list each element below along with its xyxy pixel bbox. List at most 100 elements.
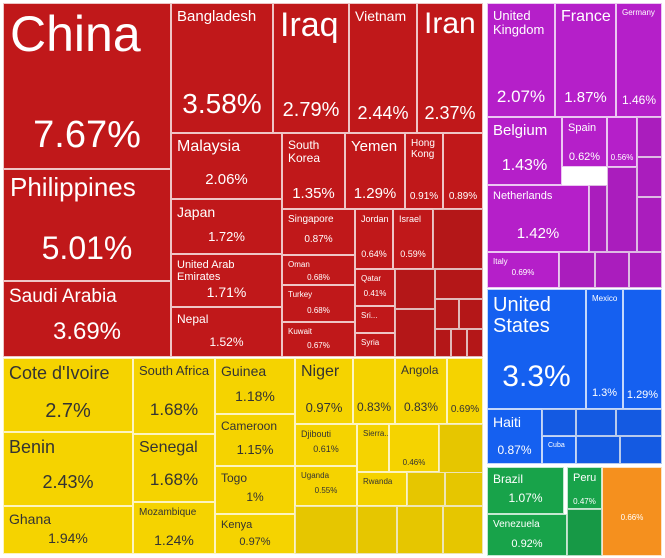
tile-label: Guinea (221, 363, 267, 379)
treemap-tile-united-arab-emirates[interactable]: United Arab Emirates 1.71% (171, 254, 282, 307)
tile-label: Italy (493, 257, 508, 266)
tile-value: 7.67% (33, 114, 141, 156)
treemap-tile-japan[interactable]: Japan 1.72% (171, 199, 282, 254)
treemap-tile-jordan[interactable]: Jordan 0.64% (355, 209, 393, 269)
treemap-tile-nepal[interactable]: Nepal 1.52% (171, 307, 282, 357)
treemap-tile-netherlands[interactable]: Netherlands 1.42% (487, 185, 589, 252)
tile-label: Yemen (351, 138, 398, 155)
treemap-tile-minor-africa-10 (407, 472, 445, 506)
treemap-tile-djibouti[interactable]: Djibouti 0.61% (295, 424, 357, 466)
treemap-tile-united-kingdom[interactable]: United Kingdom 2.07% (487, 3, 555, 117)
treemap-tile-cuba[interactable]: Cuba (542, 436, 576, 464)
treemap-tile-syria[interactable]: Syria (355, 333, 395, 357)
treemap-tile-vietnam[interactable]: Vietnam 2.44% (349, 3, 417, 133)
treemap-tile-south-africa[interactable]: South Africa 1.68% (133, 358, 215, 434)
treemap-tile-china[interactable]: China 7.67% (3, 3, 171, 169)
tile-label: Senegal (139, 439, 198, 456)
treemap-tile-philippines[interactable]: Philippines 5.01% (3, 169, 171, 281)
treemap-tile-angola[interactable]: Angola 0.83% (395, 358, 447, 424)
treemap-tile-sri[interactable]: Sri... (355, 306, 395, 333)
treemap-tile-unlabeled-africa-13[interactable]: 0.69% (447, 358, 483, 424)
treemap-tile-mexico[interactable]: Mexico 1.3% (586, 289, 623, 409)
treemap-tile-minor-asia-4 (435, 299, 459, 329)
tile-value: 0.64% (361, 249, 387, 259)
treemap-tile-rwanda[interactable]: Rwanda (357, 472, 407, 506)
treemap-tile-mozambique[interactable]: Mozambique 1.24% (133, 502, 215, 554)
treemap-tile-singapore[interactable]: Singapore 0.87% (282, 209, 355, 255)
tile-label: Cameroon (221, 419, 278, 433)
treemap-tile-venezuela[interactable]: Venezuela 0.92% (487, 514, 567, 556)
treemap-tile-south-korea[interactable]: South Korea 1.35% (282, 133, 345, 209)
tile-value: 0.87% (497, 443, 532, 457)
tile-label: Cuba (548, 442, 565, 449)
treemap-tile-iraq[interactable]: Iraq 2.79% (273, 3, 349, 133)
treemap-tile-oman[interactable]: Oman 0.68% (282, 255, 355, 285)
tile-value: 1.87% (564, 89, 607, 106)
treemap-tile-united-states[interactable]: United States 3.3% (487, 289, 586, 409)
treemap-tile-kuwait[interactable]: Kuwait 0.67% (282, 322, 355, 357)
treemap-tile-hong-kong[interactable]: Hong Kong 0.91% (405, 133, 443, 209)
tile-value: 1.07% (508, 491, 543, 505)
treemap-tile-guinea[interactable]: Guinea 1.18% (215, 358, 295, 414)
tile-label: Philippines (10, 172, 136, 202)
tile-value: 3.3% (502, 360, 571, 393)
tile-value: 0.69% (450, 404, 480, 415)
treemap-tile-iran[interactable]: Iran 2.37% (417, 3, 483, 133)
treemap-tile-unlabeled-asia-14[interactable]: 0.89% (443, 133, 483, 209)
tile-value: 0.62% (568, 151, 601, 163)
treemap-tile-togo[interactable]: Togo 1% (215, 466, 295, 514)
treemap-tile-minor-africa-14 (443, 506, 483, 554)
tile-value: 3.58% (182, 88, 262, 119)
treemap-tile-cote-d-ivoire[interactable]: Cote d'Ivoire 2.7% (3, 358, 133, 432)
treemap-tile-germany[interactable]: Germany 1.46% (616, 3, 662, 117)
tile-label: United Kingdom (493, 8, 545, 37)
treemap-tile-benin[interactable]: Benin 2.43% (3, 432, 133, 506)
tile-label: South Africa (139, 363, 210, 378)
tile-label: Qatar (361, 274, 382, 283)
treemap-tile-sierra[interactable]: Sierra... (357, 424, 389, 472)
treemap-tile-unlabeled-oceania-0[interactable]: 0.66% (602, 467, 662, 556)
tile-label: Saudi Arabia (9, 286, 117, 307)
treemap-tile-minor-europe-19 (637, 157, 662, 197)
tile-value: 0.89% (448, 191, 478, 202)
tile-value: 1.35% (292, 185, 335, 202)
tile-label: Jordan (361, 214, 389, 224)
treemap-tile-minor-europe-16 (589, 185, 607, 252)
treemap-tile-minor-africa-13 (397, 506, 443, 554)
treemap-tile-senegal[interactable]: Senegal 1.68% (133, 434, 215, 502)
treemap-tile-unlabeled-europe-6[interactable]: 0.56% (607, 117, 637, 167)
treemap-tile-israel[interactable]: Israel 0.59% (393, 209, 433, 269)
tile-label: Kuwait (288, 327, 313, 336)
tile-label: Netherlands (493, 190, 553, 202)
treemap-tile-turkey[interactable]: Turkey 0.68% (282, 285, 355, 322)
treemap-tile-unlabeled-africa-17[interactable]: 0.46% (389, 424, 439, 472)
treemap-tile-ghana[interactable]: Ghana 1.94% (3, 506, 133, 554)
treemap-tile-belgium[interactable]: Belgium 1.43% (487, 117, 562, 185)
treemap-tile-yemen[interactable]: Yemen 1.29% (345, 133, 405, 209)
treemap-tile-qatar[interactable]: Qatar 0.41% (355, 269, 395, 306)
tile-value: 0.87% (304, 234, 333, 245)
treemap-tile-france[interactable]: France 1.87% (555, 3, 616, 117)
treemap-tile-minor-asia-5 (459, 299, 483, 329)
tile-label: France (561, 8, 611, 25)
tile-value: 0.61% (313, 444, 339, 454)
tile-label: Nepal (177, 312, 209, 326)
treemap-tile-unlabeled-north-america-2[interactable]: 1.29% (623, 289, 662, 409)
tile-value: 1.3% (591, 387, 618, 399)
treemap-tile-kenya[interactable]: Kenya 0.97% (215, 514, 295, 554)
treemap-tile-saudi-arabia[interactable]: Saudi Arabia 3.69% (3, 281, 171, 357)
treemap-tile-malaysia[interactable]: Malaysia 2.06% (171, 133, 282, 199)
tile-value: 0.46% (402, 458, 426, 467)
treemap-tile-haiti[interactable]: Haiti 0.87% (487, 409, 542, 464)
treemap-tile-peru[interactable]: Peru 0.47% (567, 467, 602, 509)
treemap-tile-uganda[interactable]: Uganda 0.55% (295, 466, 357, 506)
treemap-tile-spain[interactable]: Spain 0.62% (562, 117, 607, 167)
treemap-tile-bangladesh[interactable]: Bangladesh 3.58% (171, 3, 273, 133)
treemap-tile-niger[interactable]: Niger 0.97% (295, 358, 353, 424)
treemap-tile-minor-africa-15 (295, 506, 357, 554)
treemap-tile-cameroon[interactable]: Cameroon 1.15% (215, 414, 295, 466)
treemap-tile-unlabeled-africa-11[interactable]: 0.83% (353, 358, 395, 424)
treemap-tile-brazil[interactable]: Brazil 1.07% (487, 467, 564, 514)
treemap-tile-italy[interactable]: Italy 0.69% (487, 252, 559, 288)
tile-value: 0.41% (363, 289, 387, 298)
